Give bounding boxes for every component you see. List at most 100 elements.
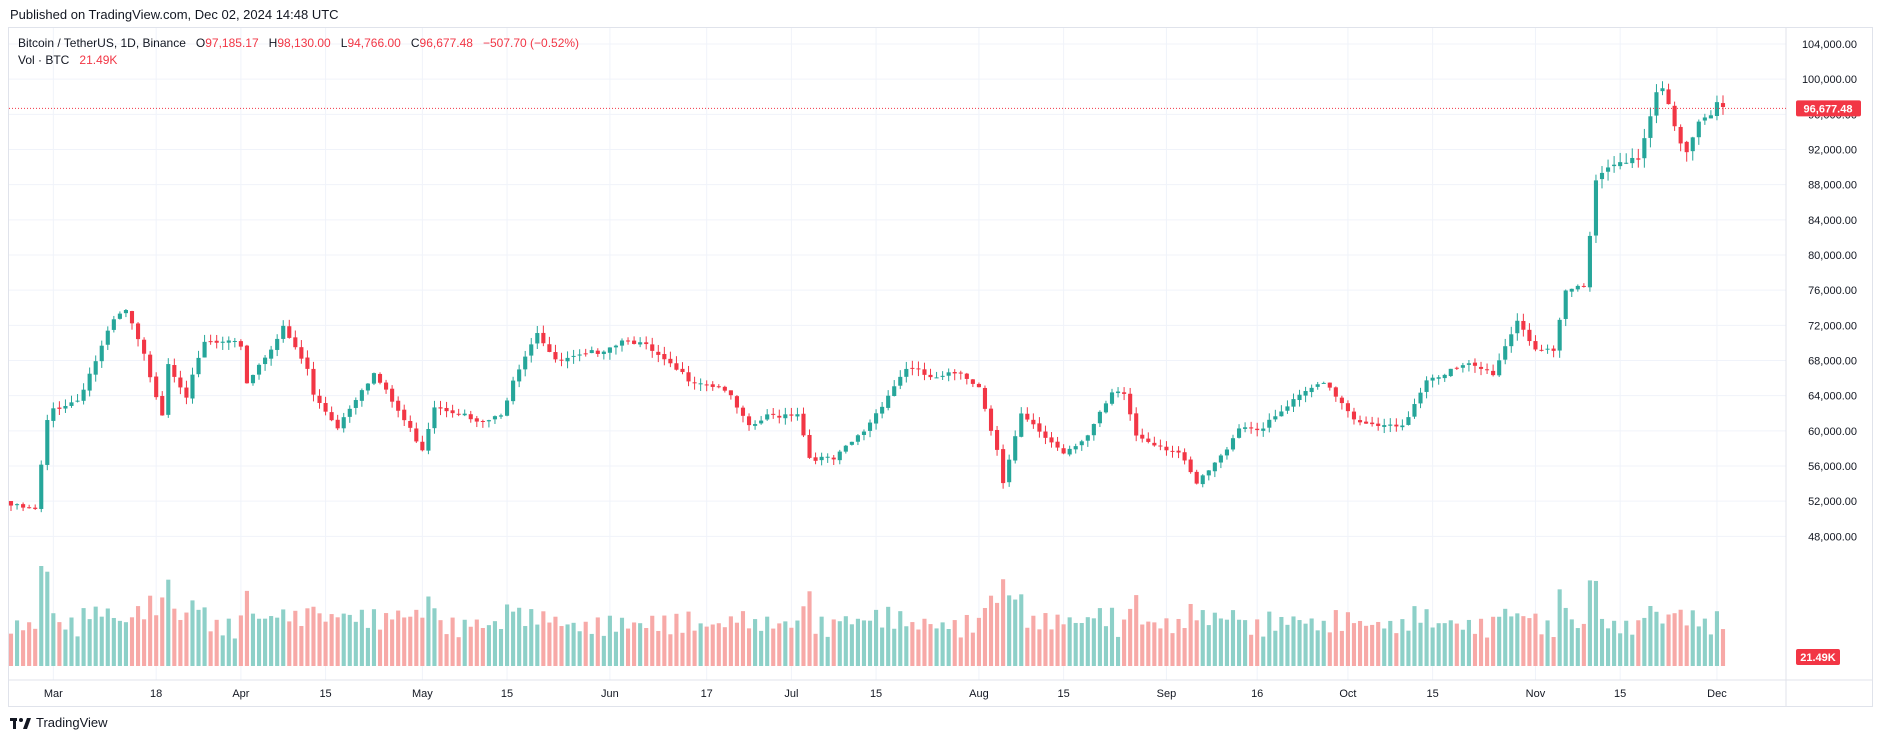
candle-body[interactable] [81, 389, 86, 401]
candle-body[interactable] [480, 420, 485, 422]
candle-body[interactable] [1612, 164, 1617, 167]
candle-body[interactable] [1436, 377, 1441, 379]
candle-body[interactable] [946, 372, 951, 376]
candle-body[interactable] [783, 414, 788, 419]
candle-body[interactable] [214, 340, 219, 343]
candle-body[interactable] [1418, 392, 1423, 404]
candle-body[interactable] [1194, 471, 1199, 484]
candle-body[interactable] [1345, 403, 1350, 412]
candle-body[interactable] [1061, 448, 1066, 454]
candle-body[interactable] [377, 373, 383, 383]
candle-body[interactable] [976, 383, 981, 388]
candle-body[interactable] [716, 386, 721, 388]
candle-body[interactable] [39, 464, 44, 509]
candle-body[interactable] [825, 456, 830, 458]
candle-body[interactable] [450, 410, 455, 414]
candle-body[interactable] [1491, 370, 1496, 376]
candle-body[interactable] [861, 431, 867, 435]
candle-body[interactable] [753, 424, 758, 426]
candle-body[interactable] [14, 504, 20, 506]
candle-body[interactable] [1351, 411, 1357, 420]
candle-body[interactable] [1618, 162, 1623, 167]
candle-body[interactable] [535, 333, 540, 344]
candle-body[interactable] [1013, 436, 1018, 461]
candle-body[interactable] [468, 414, 473, 420]
candle-body[interactable] [1285, 406, 1290, 411]
candle-body[interactable] [142, 339, 147, 354]
candle-body[interactable] [807, 434, 812, 458]
candle-body[interactable] [226, 340, 231, 343]
candle-body[interactable] [1648, 116, 1653, 138]
candle-body[interactable] [668, 358, 673, 364]
candle-body[interactable] [988, 408, 994, 431]
candle-body[interactable] [305, 357, 310, 369]
candle-body[interactable] [880, 406, 885, 414]
candle-body[interactable] [329, 412, 334, 421]
candle-body[interactable] [1394, 424, 1399, 427]
candle-body[interactable] [650, 344, 655, 351]
candle-body[interactable] [686, 372, 691, 382]
candle-body[interactable] [1279, 411, 1284, 417]
candle-body[interactable] [922, 369, 927, 375]
candle-body[interactable] [1097, 411, 1102, 424]
candle-body[interactable] [63, 405, 68, 409]
candle-body[interactable] [964, 373, 969, 379]
candle-body[interactable] [51, 408, 56, 421]
candle-body[interactable] [432, 407, 437, 429]
candle-body[interactable] [928, 374, 933, 378]
candle-body[interactable] [1539, 349, 1544, 351]
candle-body[interactable] [371, 373, 377, 384]
candle-body[interactable] [220, 341, 225, 343]
candle-body[interactable] [341, 417, 346, 429]
candle-body[interactable] [1575, 285, 1580, 290]
candle-body[interactable] [1587, 235, 1592, 288]
candle-body[interactable] [160, 396, 165, 416]
candle-body[interactable] [843, 445, 848, 452]
candle-body[interactable] [365, 383, 370, 391]
candle-body[interactable] [1569, 288, 1574, 292]
candle-body[interactable] [970, 379, 975, 384]
candle-body[interactable] [1001, 449, 1006, 484]
candle-body[interactable] [559, 359, 564, 361]
candle-body[interactable] [1497, 360, 1502, 376]
candle-body[interactable] [1599, 172, 1605, 180]
candle-body[interactable] [1073, 446, 1078, 450]
candle-body[interactable] [1557, 319, 1562, 351]
candle-body[interactable] [1696, 121, 1701, 138]
candle-body[interactable] [1115, 391, 1121, 394]
candle-body[interactable] [408, 420, 413, 428]
candle-body[interactable] [1606, 167, 1611, 172]
candle-body[interactable] [632, 340, 637, 344]
candle-body[interactable] [1702, 117, 1707, 121]
candle-body[interactable] [1406, 417, 1411, 425]
candle-body[interactable] [1708, 115, 1713, 119]
candle-body[interactable] [263, 357, 268, 365]
candle-body[interactable] [184, 387, 189, 398]
candle-body[interactable] [898, 376, 903, 386]
candle-body[interactable] [728, 390, 733, 396]
candle-body[interactable] [87, 373, 92, 391]
candle-body[interactable] [1714, 102, 1720, 117]
candle-body[interactable] [1031, 419, 1036, 425]
candle-body[interactable] [1672, 105, 1677, 127]
candle-body[interactable] [1684, 141, 1689, 153]
candle-body[interactable] [1551, 348, 1556, 351]
candle-body[interactable] [1382, 425, 1387, 427]
candle-body[interactable] [135, 323, 141, 340]
candle-body[interactable] [1364, 421, 1369, 424]
candle-body[interactable] [238, 341, 243, 347]
candle-body[interactable] [269, 349, 274, 359]
candle-body[interactable] [740, 407, 746, 416]
candle-body[interactable] [759, 420, 764, 424]
candle-body[interactable] [347, 408, 352, 417]
candle-body[interactable] [553, 352, 558, 360]
candle-body[interactable] [644, 342, 649, 345]
candle-body[interactable] [172, 365, 177, 377]
candle-body[interactable] [541, 332, 546, 344]
candle-body[interactable] [281, 325, 286, 339]
candle-body[interactable] [33, 507, 38, 509]
candle-body[interactable] [734, 396, 739, 408]
candle-body[interactable] [934, 377, 939, 379]
candle-body[interactable] [208, 341, 213, 343]
candle-body[interactable] [99, 345, 104, 362]
